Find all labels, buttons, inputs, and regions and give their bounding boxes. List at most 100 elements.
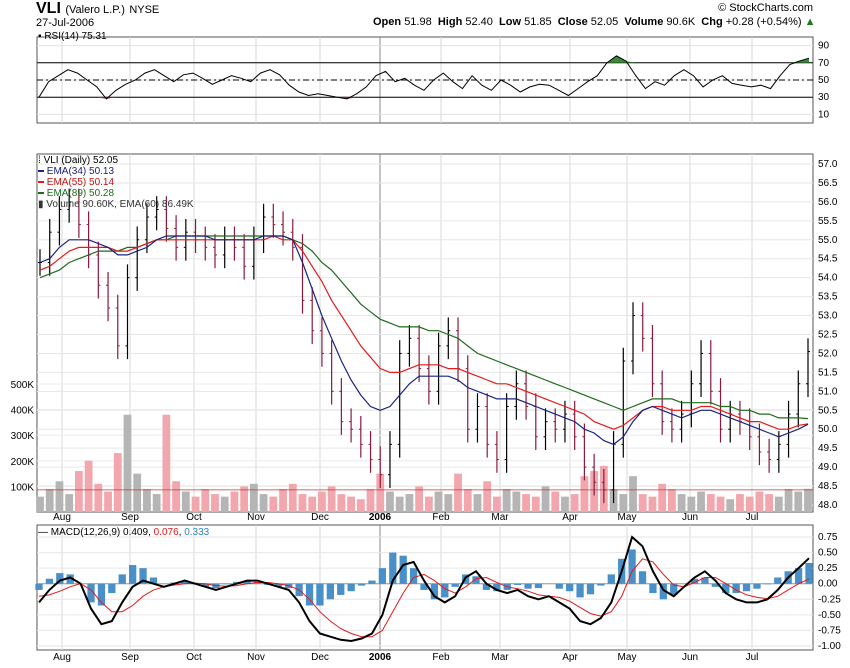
- rsi-oversold-fill: [106, 97, 116, 99]
- legend-volume: ▮ Volume 90.60K, EMA(60) 86.49K: [38, 199, 194, 210]
- legend-ema34-swatch: [38, 170, 44, 173]
- volume-bar: [454, 473, 462, 512]
- price-y-tick-label: 48.0: [818, 500, 838, 511]
- price-y-tick-label: 56.0: [818, 197, 838, 208]
- macd-histogram-bar: [451, 583, 459, 587]
- macd-histogram-bar: [118, 574, 126, 584]
- volume-bar: [755, 491, 764, 512]
- macd-histogram-bar: [441, 583, 449, 598]
- rsi-y-tick-label: 70: [818, 58, 830, 69]
- watermark[interactable]: © StockCharts.com: [718, 2, 813, 14]
- macd-y-tick-label: 0.50: [818, 548, 838, 559]
- volume-bar: [658, 483, 667, 512]
- volume-bar: [765, 494, 774, 512]
- quote-date: 27-Jul-2006: [36, 17, 95, 29]
- volume-bar: [298, 494, 307, 512]
- macd-x-tick-label: Oct: [186, 652, 202, 663]
- volume-bar: [55, 481, 64, 512]
- price-x-tick-label: 2006: [369, 512, 392, 523]
- macd-y-tick-label: -0.50: [818, 610, 841, 621]
- volume-bar: [191, 496, 200, 512]
- price-y-tick-label: 49.0: [818, 462, 838, 473]
- macd-histogram-bar: [690, 578, 699, 584]
- volume-bar: [638, 494, 647, 512]
- volume-bar: [424, 496, 433, 512]
- volume-bar: [230, 491, 239, 512]
- macd-histogram-bar: [493, 583, 501, 592]
- macd-x-tick-label: May: [618, 652, 637, 663]
- macd-x-tick-label: Sep: [121, 652, 139, 663]
- price-x-tick-label: Aug: [53, 512, 71, 523]
- volume-value: 90.6K: [666, 16, 696, 28]
- macd-histogram-bar: [409, 568, 418, 584]
- macd-histogram-bar: [753, 583, 761, 589]
- rsi-overbought-fill: [626, 61, 636, 63]
- volume-y-tick-label: 500K: [11, 380, 35, 391]
- macd-histogram-bar: [774, 577, 782, 584]
- volume-y-tick-label: 200K: [11, 457, 35, 468]
- macd-x-tick-label: Nov: [247, 652, 265, 663]
- macd-x-tick-label: Apr: [562, 652, 578, 663]
- macd-histogram-bar: [201, 583, 210, 587]
- rsi-label-text: RSI(14) 75.31: [44, 31, 107, 42]
- macd-histogram-bar: [389, 552, 397, 584]
- macd-y-tick-label: -0.75: [818, 625, 841, 636]
- macd-histogram-bar: [555, 583, 563, 589]
- price-y-tick-label: 55.0: [818, 235, 838, 246]
- volume-bar: [444, 494, 453, 512]
- macd-histogram-bar: [347, 583, 355, 592]
- volume-bar: [269, 496, 278, 512]
- volume-bar: [434, 491, 443, 512]
- price-y-tick-label: 51.5: [818, 367, 838, 378]
- price-bar-icon: ⁞: [38, 155, 41, 166]
- volume-bar: [220, 496, 229, 512]
- volume-bar: [172, 481, 180, 512]
- volume-bar: [745, 496, 754, 512]
- volume-bar: [551, 491, 560, 512]
- macd-histogram-bar: [97, 583, 106, 606]
- volume-bar: [356, 499, 365, 512]
- price-x-tick-label: Oct: [186, 512, 202, 523]
- signal-value: 0.076: [153, 527, 179, 538]
- macd-histogram-bar: [586, 583, 595, 595]
- macd-histogram-bar: [576, 583, 584, 598]
- price-y-tick-label: 50.5: [818, 405, 838, 416]
- volume-bars-icon: ▮: [38, 199, 44, 210]
- macd-y-tick-label: -1.00: [818, 641, 841, 652]
- rsi-icon: ▪: [38, 31, 42, 42]
- legend-ema34: EMA(34) 50.13: [38, 166, 114, 177]
- macd-histogram-bar: [222, 583, 230, 585]
- macd-x-tick-label: Jun: [682, 652, 698, 663]
- macd-histogram-bar: [56, 573, 64, 584]
- company-name: (Valero L.P.): [65, 4, 125, 16]
- volume-bar: [123, 414, 132, 512]
- macd-histogram-bar: [87, 583, 95, 603]
- volume-bar: [706, 494, 715, 512]
- volume-bar: [774, 496, 783, 512]
- price-y-tick-label: 53.0: [818, 311, 838, 322]
- macd-histogram-bar: [732, 583, 740, 594]
- macd-label: — MACD(12,26,9) 0.409, 0.076, 0.333: [38, 527, 210, 538]
- price-y-tick-label: 51.0: [818, 386, 838, 397]
- macd-histogram-bar: [722, 583, 730, 594]
- macd-histogram-bar: [649, 583, 657, 594]
- volume-bar: [395, 496, 404, 512]
- macd-histogram-bar: [316, 583, 324, 606]
- price-x-tick-label: Nov: [247, 512, 265, 523]
- macd-histogram-bar: [711, 583, 719, 587]
- macd-histogram-bar: [326, 583, 334, 600]
- macd-histogram-bar: [129, 565, 137, 584]
- price-title: ⁞ VLI (Daily) 52.05: [38, 155, 118, 166]
- volume-bar: [113, 453, 122, 512]
- legend-ema55: EMA(55) 50.14: [38, 177, 114, 188]
- price-y-tick-label: 56.5: [818, 178, 838, 189]
- chg-value: +0.28 (+0.54%): [725, 16, 802, 28]
- macd-histogram-bar: [482, 583, 491, 590]
- price-y-tick-label: 48.5: [818, 481, 838, 492]
- price-y-tick-label: 54.5: [818, 254, 838, 265]
- macd-histogram-bar: [378, 568, 387, 584]
- macd-y-tick-label: 0.75: [818, 532, 838, 543]
- macd-histogram-bar: [763, 583, 772, 585]
- high-label: High: [437, 16, 463, 28]
- macd-value: 0.409: [123, 527, 149, 538]
